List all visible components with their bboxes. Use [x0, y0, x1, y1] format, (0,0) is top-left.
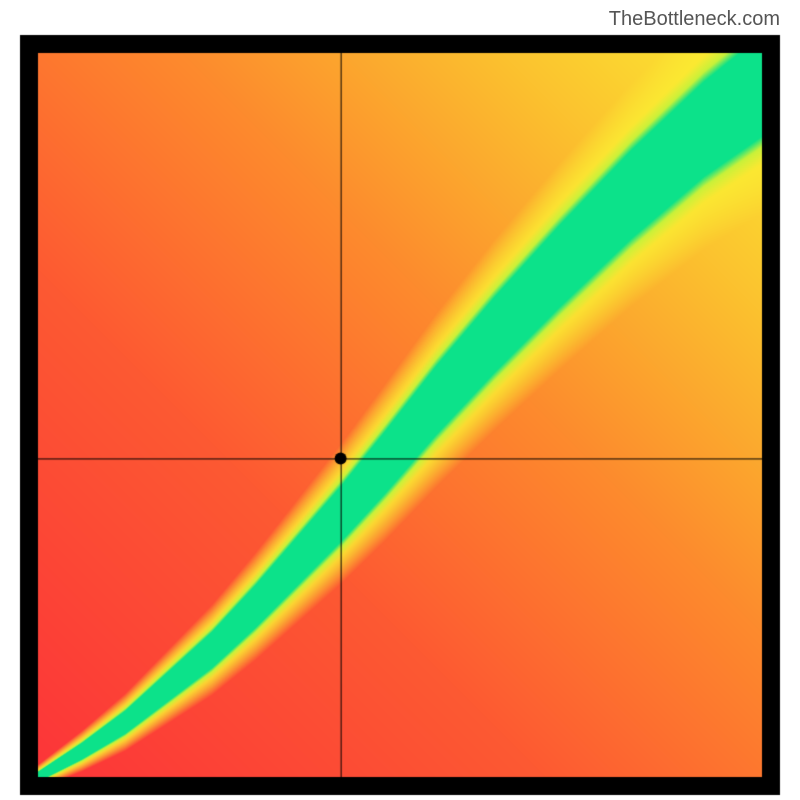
watermark-text: TheBottleneck.com [609, 8, 780, 31]
bottleneck-heatmap [0, 0, 800, 800]
root: TheBottleneck.com [0, 0, 800, 800]
